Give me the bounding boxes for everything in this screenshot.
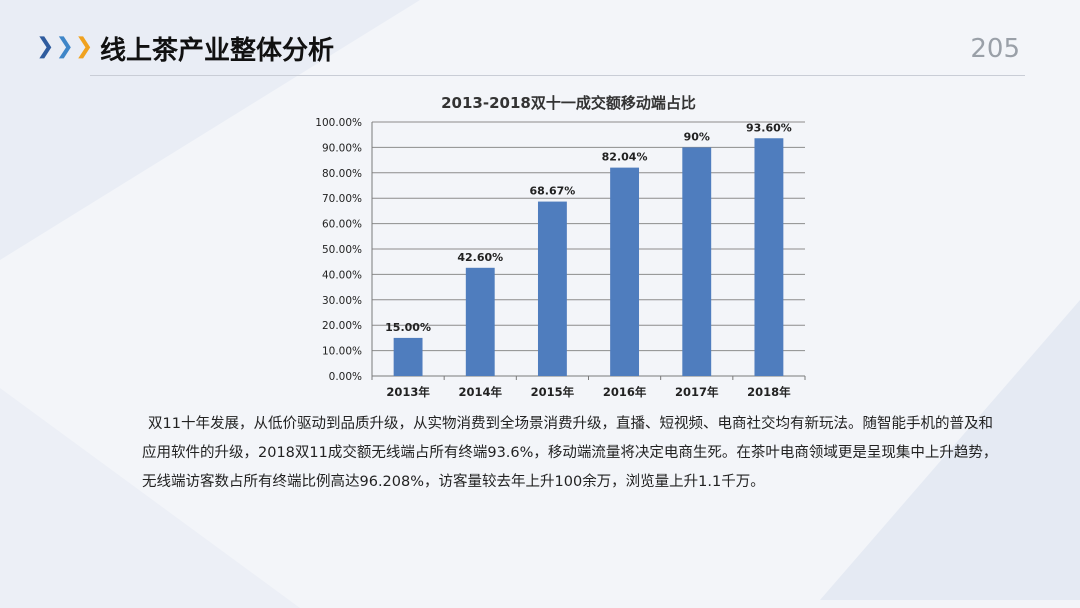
data-label: 82.04% xyxy=(602,151,648,164)
y-tick-label: 20.00% xyxy=(322,320,362,332)
page-number: 205 xyxy=(970,34,1020,64)
chevron-right-icon: ❯ xyxy=(74,34,94,59)
chart-title: 2013-2018双十一成交额移动端占比 xyxy=(441,94,696,112)
x-tick-label: 2017年 xyxy=(675,385,719,399)
x-tick-label: 2016年 xyxy=(603,385,647,399)
chevron-right-icon: ❯ xyxy=(36,34,55,59)
x-tick-label: 2014年 xyxy=(458,385,502,399)
data-label: 42.60% xyxy=(457,251,503,264)
y-tick-label: 80.00% xyxy=(322,168,362,180)
bar xyxy=(610,167,640,376)
bar xyxy=(682,147,712,376)
y-tick-label: 50.00% xyxy=(322,244,362,256)
bar xyxy=(537,201,567,376)
y-tick-label: 70.00% xyxy=(322,193,362,205)
background-shape xyxy=(0,0,420,260)
slide-header: ❯ ❯ ❯ 线上茶产业整体分析 205 xyxy=(0,0,1080,80)
x-tick-label: 2015年 xyxy=(531,385,575,399)
data-label: 15.00% xyxy=(385,321,431,334)
data-label: 90% xyxy=(684,130,710,143)
header-divider xyxy=(90,75,1025,76)
bar-chart: 2013-2018双十一成交额移动端占比 0.00% 10.00% 20.00% 30.… xyxy=(300,84,820,404)
y-tick-label: 30.00% xyxy=(322,295,362,307)
slide-title: 线上茶产业整体分析 xyxy=(100,36,335,66)
data-label: 93.60% xyxy=(746,121,792,134)
chart-svg: 2013-2018双十一成交额移动端占比 0.00% 10.00% 20.00% 30.… xyxy=(315,94,806,399)
background-shape xyxy=(820,300,1080,600)
x-tick-label: 2013年 xyxy=(386,385,430,399)
y-tick-label: 100.00% xyxy=(315,117,362,129)
y-tick-label: 60.00% xyxy=(322,219,362,231)
y-tick-label: 90.00% xyxy=(322,142,362,154)
y-tick-label: 40.00% xyxy=(322,269,362,281)
chevron-right-icon: ❯ xyxy=(55,34,74,59)
bar xyxy=(754,138,784,376)
background-shape xyxy=(0,388,300,608)
data-label: 68.67% xyxy=(530,185,576,198)
chevron-icon-group: ❯ ❯ ❯ xyxy=(36,36,93,58)
x-tick-label: 2018年 xyxy=(747,385,791,399)
bar xyxy=(465,267,495,376)
description-text: 双11十年发展，从低价驱动到品质升级，从实物消费到全场景消费升级，直播、短视频、… xyxy=(142,416,998,490)
y-tick-label: 0.00% xyxy=(329,371,362,383)
bar xyxy=(393,337,423,376)
y-tick-label: 10.00% xyxy=(322,346,362,358)
